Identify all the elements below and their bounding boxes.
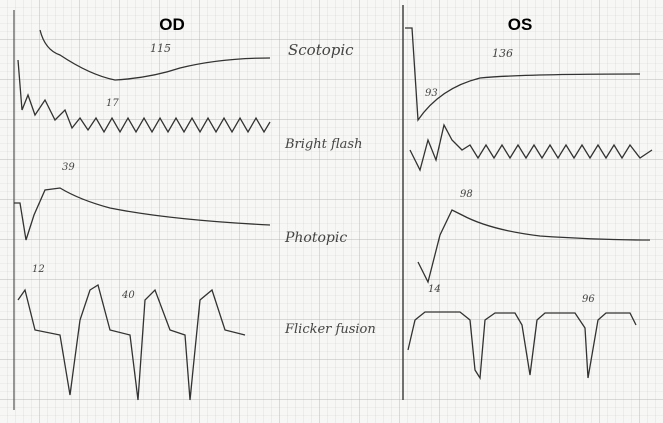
os-heading: OS [508,15,533,34]
value-note: 93 [425,88,438,99]
od-heading: OD [159,15,185,34]
page: OD OS Scotopic Bright flash Photopic Fli… [0,0,663,423]
row-label: Bright flash [284,137,362,152]
value-note: 98 [460,189,473,200]
value-note: 12 [32,264,45,275]
value-note: 96 [582,294,595,305]
value-note: 14 [428,284,441,295]
value-note: 17 [106,98,119,109]
erg-figure: OD OS Scotopic Bright flash Photopic Fli… [0,0,663,423]
row-label: Flicker fusion [284,322,376,337]
value-note: 39 [62,162,75,173]
value-note: 40 [121,290,135,301]
value-note: 136 [492,47,513,60]
row-label: Scotopic [288,41,354,59]
graph-paper [0,0,663,423]
row-label: Photopic [284,230,347,246]
value-note: 115 [150,42,171,55]
